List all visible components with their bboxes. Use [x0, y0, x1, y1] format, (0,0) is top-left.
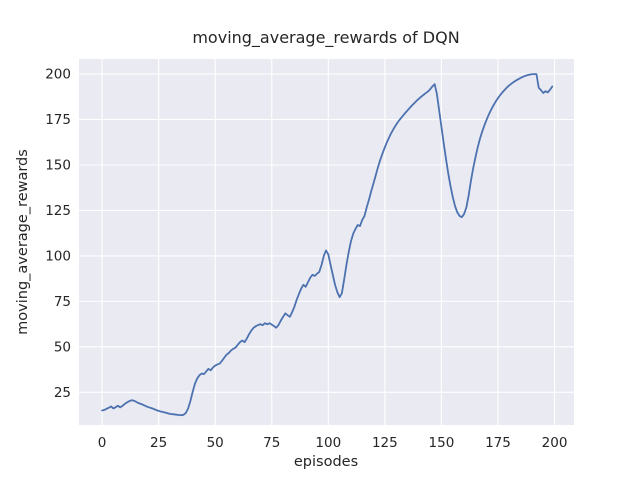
x-tick-label: 100	[315, 435, 341, 451]
x-axis-label: episodes	[294, 454, 358, 470]
x-tick-label: 0	[98, 435, 107, 451]
x-tick-label: 200	[542, 435, 568, 451]
x-axis-tick-labels: 0 25 50 75 100 125 150 175 200	[98, 435, 568, 451]
x-tick-label: 175	[485, 435, 511, 451]
dqn-reward-line-series	[101, 73, 554, 417]
y-tick-label: 50	[54, 339, 71, 355]
x-tick-label: 50	[207, 435, 224, 451]
y-tick-label: 200	[45, 67, 71, 83]
x-tick-label: 75	[263, 435, 280, 451]
y-tick-label: 175	[45, 112, 71, 128]
y-axis-tick-labels: 25 50 75 100 125 150 175 200	[45, 67, 71, 401]
y-tick-label: 75	[54, 294, 71, 310]
plot-area	[79, 59, 574, 425]
x-tick-label: 125	[372, 435, 398, 451]
y-tick-label: 125	[45, 203, 71, 219]
x-tick-label: 150	[429, 435, 455, 451]
y-tick-label: 25	[54, 385, 71, 401]
y-axis-label: moving_average_rewards	[15, 149, 31, 335]
y-tick-label: 100	[45, 248, 71, 264]
x-tick-label: 25	[150, 435, 167, 451]
y-tick-label: 150	[45, 158, 71, 174]
chart-title: moving_average_rewards of DQN	[192, 28, 459, 48]
gridlines	[79, 59, 574, 425]
